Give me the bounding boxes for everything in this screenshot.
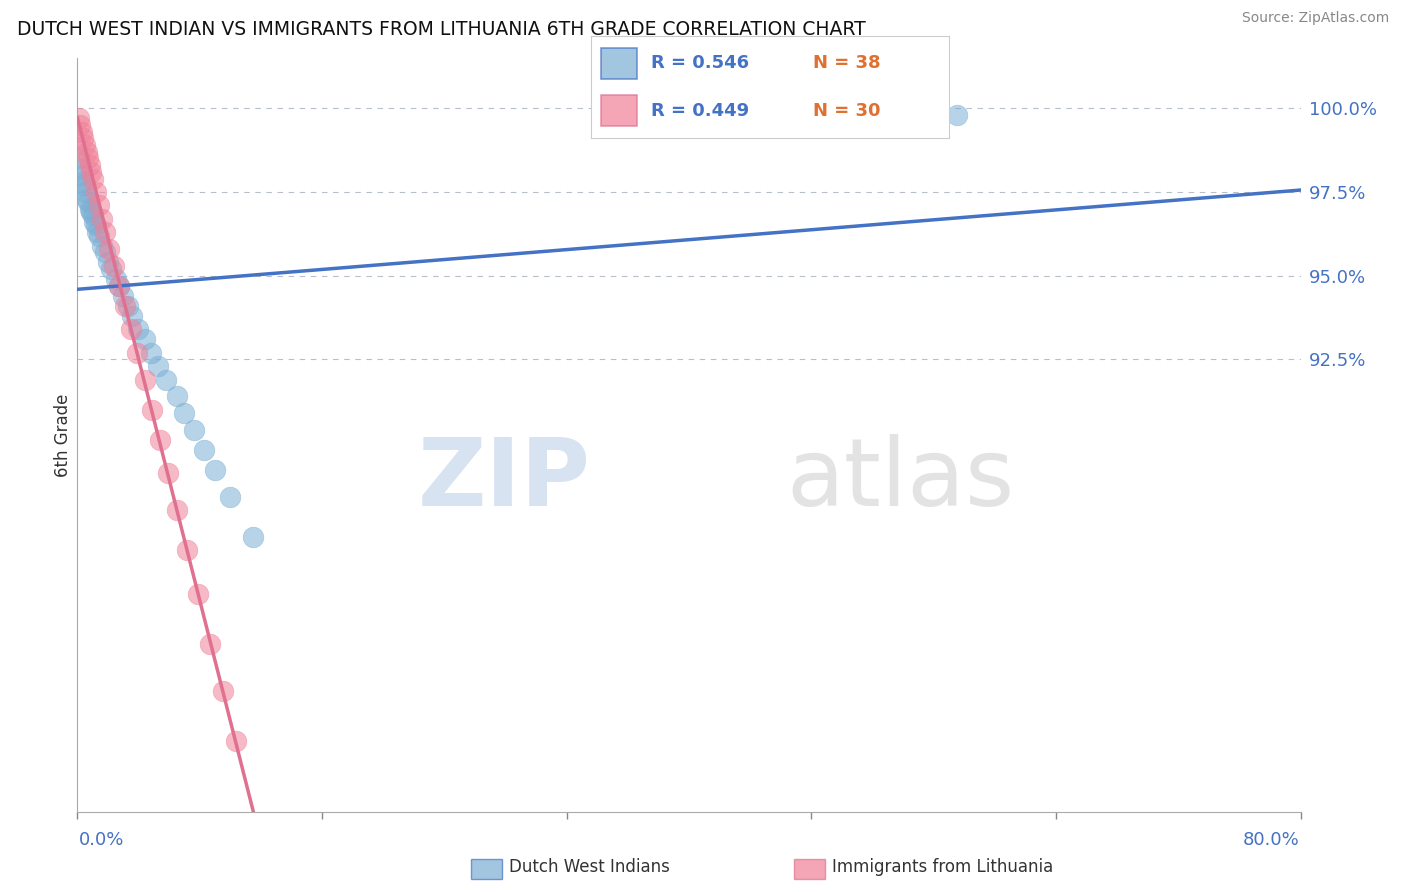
Point bbox=[97, 255, 120, 269]
Point bbox=[90, 211, 112, 226]
Point bbox=[94, 225, 117, 239]
Text: R = 0.546: R = 0.546 bbox=[651, 54, 749, 72]
Point bbox=[945, 108, 967, 122]
Point bbox=[87, 228, 110, 243]
Point bbox=[70, 125, 93, 139]
Point bbox=[73, 185, 96, 199]
Point bbox=[69, 161, 91, 176]
Point bbox=[148, 359, 170, 374]
Point bbox=[211, 684, 233, 698]
Point bbox=[82, 171, 104, 186]
Point bbox=[121, 309, 143, 323]
Point bbox=[87, 198, 110, 212]
Bar bbox=[602, 95, 637, 126]
Point bbox=[117, 299, 139, 313]
Point bbox=[83, 215, 105, 229]
Point bbox=[67, 112, 90, 126]
Point bbox=[80, 165, 103, 179]
Point bbox=[98, 242, 121, 256]
Point bbox=[76, 145, 98, 159]
Point bbox=[79, 158, 101, 172]
Point bbox=[114, 299, 136, 313]
Point bbox=[79, 202, 101, 216]
Y-axis label: 6th Grade: 6th Grade bbox=[53, 393, 72, 476]
Point bbox=[69, 118, 91, 132]
Point bbox=[72, 131, 94, 145]
Text: Dutch West Indians: Dutch West Indians bbox=[509, 858, 669, 876]
Point bbox=[82, 209, 104, 223]
Text: ZIP: ZIP bbox=[418, 434, 591, 526]
Point bbox=[128, 322, 150, 336]
Point bbox=[125, 345, 148, 359]
Text: Immigrants from Lithuania: Immigrants from Lithuania bbox=[832, 858, 1053, 876]
Point bbox=[94, 245, 117, 260]
Point bbox=[166, 389, 188, 403]
Point bbox=[70, 175, 93, 189]
Point bbox=[107, 278, 129, 293]
Point bbox=[200, 637, 222, 651]
Text: atlas: atlas bbox=[787, 434, 1015, 526]
Text: DUTCH WEST INDIAN VS IMMIGRANTS FROM LITHUANIA 6TH GRADE CORRELATION CHART: DUTCH WEST INDIAN VS IMMIGRANTS FROM LIT… bbox=[17, 20, 866, 38]
Point bbox=[100, 262, 122, 277]
Point bbox=[77, 152, 100, 166]
Point bbox=[104, 272, 127, 286]
Point bbox=[73, 138, 96, 153]
Point bbox=[242, 530, 264, 544]
Point bbox=[103, 259, 125, 273]
Point bbox=[139, 345, 162, 359]
Text: R = 0.449: R = 0.449 bbox=[651, 102, 749, 120]
Text: Source: ZipAtlas.com: Source: ZipAtlas.com bbox=[1241, 11, 1389, 25]
Point bbox=[187, 587, 209, 601]
Point bbox=[67, 152, 90, 166]
Point bbox=[76, 192, 98, 206]
Point bbox=[70, 168, 93, 182]
Point bbox=[193, 442, 215, 457]
Point bbox=[107, 278, 129, 293]
Text: N = 30: N = 30 bbox=[813, 102, 880, 120]
Point bbox=[86, 225, 108, 239]
Point bbox=[900, 101, 922, 115]
Point bbox=[173, 406, 195, 420]
Point bbox=[149, 433, 172, 447]
Point bbox=[77, 194, 100, 209]
Point bbox=[134, 332, 156, 346]
Point bbox=[219, 490, 242, 504]
Point bbox=[90, 238, 112, 252]
Point bbox=[112, 289, 135, 303]
Point bbox=[176, 543, 198, 558]
Point bbox=[156, 467, 179, 481]
Point bbox=[80, 205, 103, 219]
Text: N = 38: N = 38 bbox=[813, 54, 880, 72]
Point bbox=[225, 734, 247, 748]
Point bbox=[141, 402, 163, 417]
Point bbox=[84, 185, 107, 199]
Bar bbox=[602, 48, 637, 78]
Point bbox=[204, 463, 226, 477]
Point bbox=[166, 503, 188, 517]
Point bbox=[134, 373, 156, 387]
Text: 80.0%: 80.0% bbox=[1243, 831, 1299, 849]
Point bbox=[155, 373, 177, 387]
Point bbox=[183, 423, 205, 437]
Point bbox=[84, 219, 107, 233]
Point bbox=[120, 322, 142, 336]
Point bbox=[72, 178, 94, 193]
Text: 0.0%: 0.0% bbox=[79, 831, 124, 849]
